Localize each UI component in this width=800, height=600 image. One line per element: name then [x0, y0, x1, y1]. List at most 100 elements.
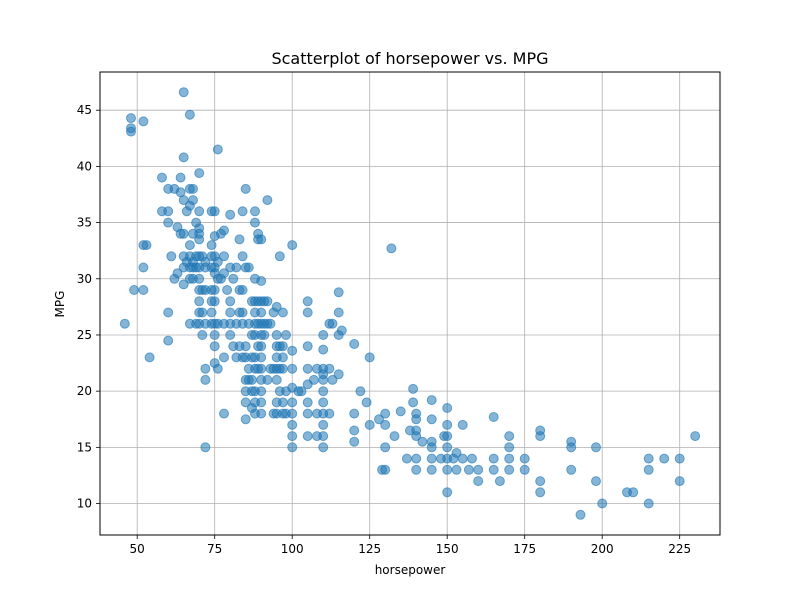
data-point [473, 464, 484, 475]
data-point [256, 408, 267, 419]
data-point [209, 296, 220, 307]
data-point [287, 408, 298, 419]
data-point [535, 487, 546, 498]
data-point [163, 335, 174, 346]
data-point [628, 487, 639, 498]
data-point [302, 408, 313, 419]
data-point [519, 453, 530, 464]
y-axis-ticks: 10 15 20 25 30 35 40 45 [77, 103, 100, 511]
data-point [318, 330, 329, 340]
data-point [504, 431, 515, 442]
data-point [287, 419, 298, 430]
data-point [200, 442, 211, 453]
x-tick-label: 150 [436, 542, 459, 556]
data-point [504, 453, 515, 464]
x-tick-label: 100 [281, 542, 304, 556]
data-point [197, 330, 208, 340]
data-point [277, 397, 288, 408]
data-point [302, 307, 313, 318]
data-point [361, 397, 372, 408]
data-point [206, 307, 217, 318]
data-point [274, 251, 285, 262]
y-tick-label: 35 [77, 216, 92, 230]
data-point [225, 330, 236, 340]
data-point [277, 363, 288, 374]
data-point [194, 296, 205, 307]
data-point [463, 464, 474, 475]
data-point [240, 183, 251, 194]
chart-title: Scatterplot of horsepower vs. MPG [271, 49, 548, 68]
data-point [659, 453, 670, 464]
data-point [277, 352, 288, 363]
data-point [262, 296, 273, 307]
x-axis-ticks: 50 75 100 125 150 175 200 225 [130, 535, 691, 556]
data-point [188, 195, 198, 206]
y-tick-label: 25 [77, 328, 92, 342]
data-point [535, 476, 546, 487]
data-point [200, 363, 211, 374]
axes-frame [99, 71, 721, 536]
data-point [426, 395, 437, 406]
data-point [250, 217, 260, 228]
data-point [488, 464, 499, 475]
data-point [259, 330, 270, 340]
data-point [194, 273, 205, 284]
data-point [237, 206, 248, 217]
data-point [442, 464, 453, 475]
data-point [349, 436, 360, 447]
data-point [643, 464, 654, 475]
data-point [126, 113, 136, 124]
x-tick-label: 175 [513, 542, 536, 556]
data-point [411, 453, 422, 464]
data-point [225, 209, 236, 220]
data-point [287, 345, 298, 356]
y-tick-label: 45 [77, 103, 92, 117]
data-point [566, 442, 577, 453]
data-point [457, 453, 468, 464]
data-point [327, 374, 338, 385]
data-point [411, 414, 422, 425]
x-tick-label: 50 [130, 542, 145, 556]
data-point [271, 374, 282, 385]
data-point [138, 285, 149, 295]
data-point [364, 352, 375, 363]
data-point [178, 279, 189, 290]
data-point [237, 251, 248, 262]
data-point [209, 285, 220, 295]
data-point [166, 251, 177, 262]
data-point [138, 262, 149, 273]
x-tick-label: 75 [207, 542, 222, 556]
data-point [256, 341, 267, 352]
data-point [219, 352, 229, 363]
data-point [194, 234, 205, 245]
data-point [271, 301, 282, 312]
data-point [426, 464, 437, 475]
data-point [355, 386, 366, 397]
data-point [426, 453, 437, 464]
data-point [494, 476, 505, 487]
data-point [488, 453, 499, 464]
data-point [256, 234, 267, 245]
data-point [256, 352, 267, 363]
data-point [262, 195, 273, 206]
data-point [265, 318, 276, 329]
data-point [442, 442, 453, 453]
data-point [318, 431, 329, 442]
data-point [442, 419, 453, 430]
data-point [209, 330, 220, 340]
data-point [281, 330, 291, 340]
data-point [597, 498, 608, 509]
data-point [318, 419, 329, 430]
x-axis-label: horsepower [375, 563, 446, 577]
data-point [219, 251, 229, 262]
data-points [119, 87, 701, 520]
data-point [442, 487, 453, 498]
data-point [308, 374, 319, 385]
data-point [643, 498, 654, 509]
data-point [473, 476, 484, 487]
data-point [138, 116, 149, 127]
data-point [212, 144, 223, 155]
data-point [240, 414, 251, 425]
data-point [364, 419, 375, 430]
